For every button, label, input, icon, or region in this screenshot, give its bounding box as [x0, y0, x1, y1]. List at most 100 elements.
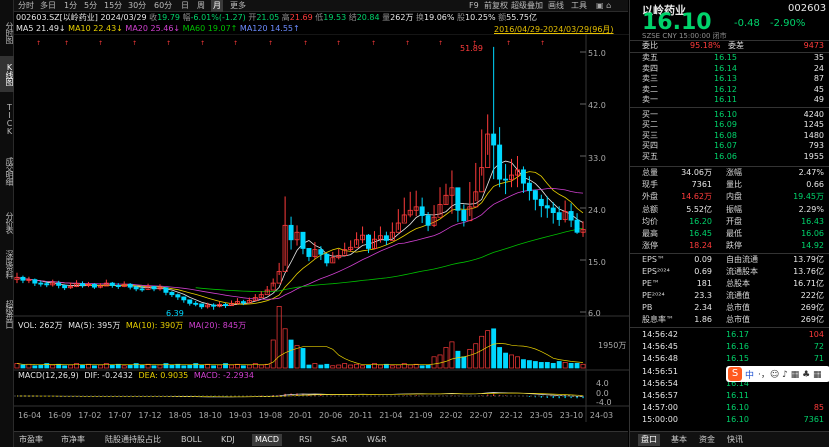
fin-row: PE²⁰²⁴ 23.3 流通值 222亿 [630, 291, 829, 302]
period-week[interactable]: 周 [197, 1, 205, 10]
adjust-button[interactable]: 前复权 [484, 1, 508, 10]
ask-row[interactable]: 卖四 16.14 24 [630, 64, 829, 75]
candle-body [395, 222, 401, 233]
tab-profile[interactable]: 深度资料 [5, 250, 14, 278]
stat-value: 16.45 [689, 229, 712, 238]
event-marker-icon: ↑ [438, 40, 443, 47]
vol-ma10: MA(10): 390万 [126, 321, 183, 330]
toolbar-icons[interactable]: ▣ ⌂ [596, 1, 612, 10]
event-marker-icon: ↑ [405, 40, 410, 47]
tab-super-board[interactable]: 超级盘口 [5, 300, 14, 328]
bid-row[interactable]: 买三 16.08 1480 [630, 131, 829, 142]
period-multiday[interactable]: 多日 [40, 1, 56, 10]
tab-rsi[interactable]: RSI [299, 435, 312, 444]
period-month[interactable]: 月 [211, 0, 223, 12]
tools-button[interactable]: 工具 [571, 1, 587, 10]
tab-kdj[interactable]: KDJ [221, 435, 235, 444]
candle-body [97, 285, 103, 288]
period-fenshi[interactable]: 分时 [18, 1, 34, 10]
tab-trades[interactable]: 成交明细 [5, 157, 14, 185]
tab-boll[interactable]: BOLL [181, 435, 202, 444]
period-more[interactable]: 更多 [230, 1, 246, 10]
tab-funds[interactable]: 资金 [699, 435, 715, 444]
tab-news[interactable]: 快讯 [727, 435, 743, 444]
tick-volume: 104 [808, 330, 824, 339]
volume-bar [145, 363, 151, 369]
volume-bar [336, 364, 342, 369]
volume-bar [521, 359, 526, 369]
bid-row[interactable]: 买五 16.06 1955 [630, 152, 829, 163]
draw-button[interactable]: 画线 [548, 1, 564, 10]
period-1min[interactable]: 1分 [64, 1, 78, 10]
x-tick-label: 21-09 [409, 411, 432, 420]
bid-volume: 1480 [803, 130, 824, 140]
ask-row[interactable]: 卖二 16.12 45 [630, 85, 829, 96]
volume-bar [431, 356, 437, 369]
tab-basic[interactable]: 基本 [671, 435, 687, 444]
stat-label: 涨停 [642, 241, 658, 251]
tab-pb[interactable]: 市净率 [61, 435, 85, 444]
volume-bar [485, 330, 491, 369]
tab-sar[interactable]: SAR [331, 435, 348, 444]
candle-body [187, 299, 193, 304]
tab-pe[interactable]: 市盈率 [19, 435, 43, 444]
volume-bar [515, 356, 520, 369]
period-5min[interactable]: 5分 [84, 1, 98, 10]
candle-body [389, 231, 395, 241]
tab-price-table[interactable]: 分价表 [5, 211, 14, 233]
bid-row[interactable]: 买四 16.07 793 [630, 141, 829, 152]
tab-tick[interactable]: TICK [5, 103, 14, 135]
date-range[interactable]: 2016/04/29-2024/03/29(96月) [494, 25, 614, 34]
stat-row: 总额 5.52亿 振幅 2.29% [630, 205, 829, 216]
volume-bar [80, 364, 85, 369]
bid-row[interactable]: 买一 16.10 4240 [630, 110, 829, 121]
bid-volume: 793 [808, 141, 824, 150]
period-day[interactable]: 日 [181, 1, 189, 10]
x-tick-label: 18-05 [169, 411, 192, 420]
overlay-button[interactable]: 超级叠加 [511, 1, 543, 10]
ime-mode[interactable]: 中 [745, 371, 755, 381]
ime-toolbar[interactable]: S 中 ·，☺ ♪ ▦ ♣ ▦ [726, 366, 829, 382]
volume-bar [300, 348, 306, 369]
tab-wr[interactable]: W&R [367, 435, 387, 444]
price-tick: 51.0 [588, 49, 606, 58]
candle-body [568, 211, 574, 221]
tab-fenshi[interactable]: 分时图 [5, 21, 14, 43]
period-60min[interactable]: 60分 [154, 1, 173, 10]
close-label: 收 [149, 13, 158, 22]
stat-value: 16.06 [801, 229, 824, 238]
period-30min[interactable]: 30分 [128, 1, 147, 10]
high-value: 21.69 [289, 13, 313, 22]
tab-pankou[interactable]: 盘口 [638, 434, 660, 446]
kline-chart[interactable]: ↑ ↑ ↑ ↑ ↑ ↑ ↑ ↑ ↑ ↑ ↑ ↑ ↑ ↑ ↑ ↑ 51.0 42.0 33.0 24.0 15.… [14, 34, 629, 431]
tab-kline[interactable]: K线图 [0, 56, 14, 92]
stat-value: 16.43 [801, 216, 824, 226]
candle-body [240, 301, 246, 304]
tick-price: 16.17 [726, 330, 749, 339]
tab-northbound[interactable]: 陆股通持股占比 [105, 435, 161, 444]
ask-row[interactable]: 卖一 16.11 49 [630, 95, 829, 106]
x-tick-label: 20-11 [349, 411, 372, 420]
tab-macd[interactable]: MACD [252, 434, 282, 446]
stat-label: 振幅 [726, 204, 742, 214]
bid-row[interactable]: 买二 16.09 1245 [630, 120, 829, 131]
period-15min[interactable]: 15分 [104, 1, 123, 10]
candle-body [32, 279, 38, 284]
volume-bar [467, 348, 473, 369]
fin-value: 13.76亿 [793, 267, 824, 276]
candle-body [514, 169, 520, 176]
candle-body [85, 283, 91, 286]
stat-label: 内盘 [726, 192, 742, 202]
candle-body [550, 207, 556, 214]
sogou-icon[interactable]: S [728, 367, 742, 381]
ask-row[interactable]: 卖五 16.15 35 [630, 53, 829, 64]
volume-bar [503, 352, 508, 369]
stat-label: 量比 [726, 180, 742, 190]
f9-button[interactable]: F9 [469, 1, 479, 10]
stat-row: 外盘 14.62万 内盘 19.45万 [630, 192, 829, 203]
ime-icons[interactable]: ·，☺ ♪ ▦ ♣ ▦ [758, 370, 822, 380]
macd-dif: DIF: -0.2432 [84, 371, 133, 380]
ask-row[interactable]: 卖三 16.13 87 [630, 74, 829, 85]
fin-value: 2.34 [694, 303, 712, 312]
last-price: 16.10 [642, 10, 712, 35]
